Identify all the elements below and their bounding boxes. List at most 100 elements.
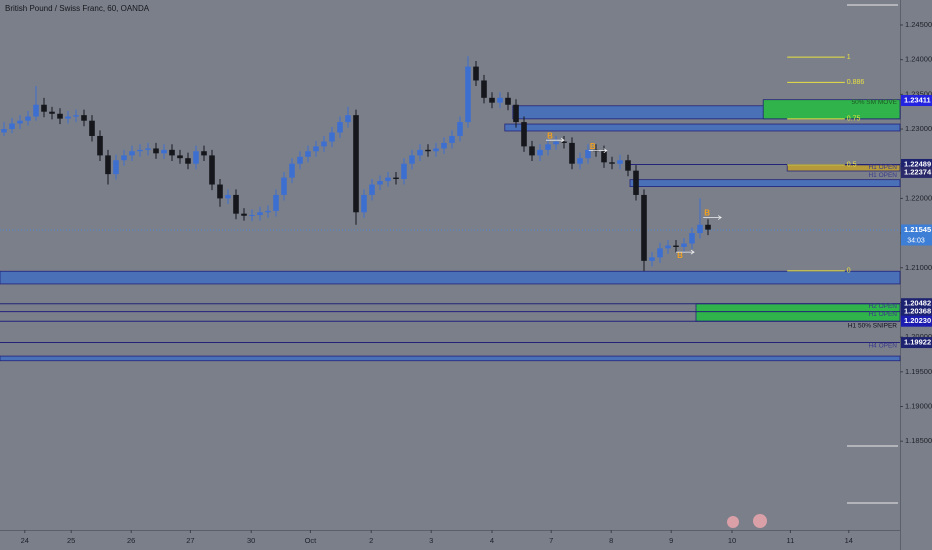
x-tick-label: 8 xyxy=(609,536,613,545)
candle-body xyxy=(497,97,503,103)
candle-body xyxy=(673,245,679,247)
fib-label: 1 xyxy=(847,54,851,61)
candle-body xyxy=(377,181,383,185)
price-label: 1.21545 xyxy=(904,225,931,234)
countdown-bg xyxy=(901,235,932,246)
candle-body xyxy=(481,80,487,98)
candle-body xyxy=(201,151,207,156)
price-label: 1.22489 xyxy=(904,159,931,168)
event-icon xyxy=(727,516,739,528)
candle-body xyxy=(1,129,7,133)
candle-body xyxy=(665,245,671,249)
candle-body xyxy=(193,151,199,164)
candle-body xyxy=(465,66,471,123)
x-tick-label: 2 xyxy=(369,536,373,545)
candle-body xyxy=(585,149,591,159)
candle-body xyxy=(697,224,703,234)
zone xyxy=(504,123,901,132)
y-tick-label: 1.19000 xyxy=(905,402,932,411)
price-label-bg xyxy=(901,166,932,178)
candle-body xyxy=(321,141,327,147)
candle-body xyxy=(457,122,463,136)
price-label: 1.22374 xyxy=(904,167,932,176)
signal-arrow xyxy=(676,249,695,255)
x-tick-label: 3 xyxy=(429,536,433,545)
candle-body xyxy=(177,155,183,159)
candle-body xyxy=(553,141,559,145)
level-note: H2 OPEN xyxy=(868,303,897,310)
y-tick-label: 1.24000 xyxy=(905,55,932,64)
candle-body xyxy=(9,123,15,130)
candle-body xyxy=(393,177,399,179)
fib-label: 0.75 xyxy=(847,116,861,123)
candle-body xyxy=(505,97,511,105)
candle-body xyxy=(353,115,359,213)
candle-body xyxy=(17,120,23,124)
candle-body xyxy=(97,135,103,156)
candle-body xyxy=(433,148,439,152)
candle-body xyxy=(241,213,247,216)
candle-body xyxy=(689,233,695,244)
y-tick-label: 1.19500 xyxy=(905,367,932,376)
candle-body xyxy=(81,115,87,121)
candle-body xyxy=(441,142,447,149)
candle-body xyxy=(289,163,295,178)
signal-marker: B xyxy=(547,131,553,140)
candle-body xyxy=(249,215,255,217)
candle-body xyxy=(217,184,223,199)
candle-body xyxy=(337,122,343,133)
candle-body xyxy=(169,149,175,156)
candle-body xyxy=(529,146,535,156)
signal-marker: B xyxy=(590,142,596,151)
candle-body xyxy=(409,155,415,164)
zone xyxy=(0,355,901,362)
x-tick-label: 26 xyxy=(127,536,135,545)
candle-body xyxy=(545,144,551,150)
candle-body xyxy=(185,158,191,164)
price-label-bg xyxy=(901,306,932,318)
candle-body xyxy=(33,104,39,117)
level-note: H1 OPEN xyxy=(868,172,897,179)
x-tick-label: 4 xyxy=(490,536,494,545)
price-label-bg xyxy=(901,337,932,349)
signal-arrow xyxy=(546,137,565,143)
signal-arrow xyxy=(588,148,608,153)
x-tick-label: Oct xyxy=(305,536,318,545)
price-label-bg xyxy=(901,158,932,170)
candle-body xyxy=(513,104,519,123)
x-tick-label: 10 xyxy=(728,536,736,545)
y-tick-label: 1.24500 xyxy=(905,20,932,29)
price-label-bg xyxy=(901,315,932,327)
candle-body xyxy=(385,177,391,182)
candle-body xyxy=(57,113,63,119)
countdown: 34:03 xyxy=(907,237,925,244)
zone xyxy=(0,270,901,285)
candle-body xyxy=(625,160,631,171)
candle-body xyxy=(25,116,31,121)
candle-body xyxy=(601,151,607,163)
candle-body xyxy=(681,243,687,247)
x-tick-label: 9 xyxy=(669,536,673,545)
candle-body xyxy=(313,146,319,152)
candle-body xyxy=(633,170,639,195)
candle-body xyxy=(41,104,47,112)
level-note: H4 OPEN xyxy=(868,342,897,349)
x-tick-label: 25 xyxy=(67,536,75,545)
candle-body xyxy=(297,156,303,164)
candle-body xyxy=(521,122,527,147)
candle-body xyxy=(153,148,159,154)
x-tick-label: 24 xyxy=(21,536,29,545)
candle-body xyxy=(425,149,431,152)
candle-body xyxy=(129,151,135,156)
level-note: H1 OPEN xyxy=(868,164,897,171)
price-label-bg xyxy=(901,224,932,236)
candle-body xyxy=(537,149,543,156)
candle-body xyxy=(65,116,71,119)
y-tick-label: 1.22000 xyxy=(905,193,932,202)
candle-body xyxy=(609,162,615,164)
signal-marker: B xyxy=(677,251,683,260)
x-tick-label: 11 xyxy=(787,536,795,545)
candle-body xyxy=(113,160,119,175)
candle-body xyxy=(569,142,575,164)
